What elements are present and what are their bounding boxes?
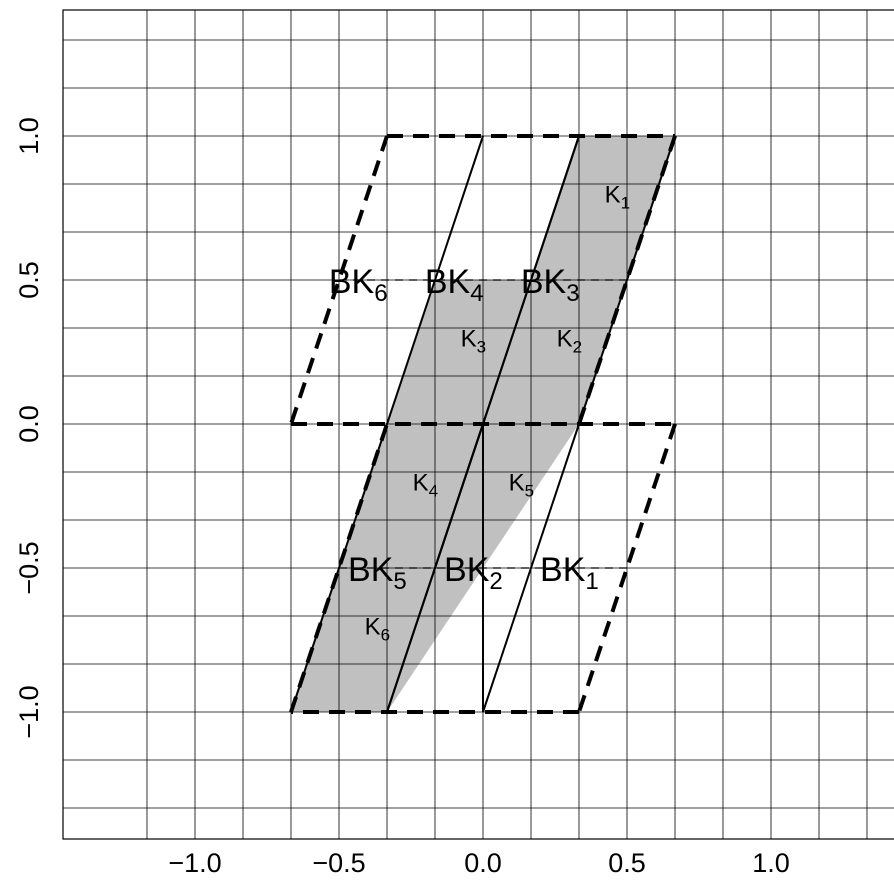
y-tick-label: 1.0 <box>14 117 44 155</box>
solid-line-9 <box>434 423 484 569</box>
x-axis: −1.0 −0.5 0.0 0.5 1.0 <box>168 848 789 878</box>
region-label-bk1: BK1 <box>540 551 599 595</box>
x-tick-label: −0.5 <box>312 848 365 878</box>
region-label-k4: K4 <box>413 470 438 501</box>
region-label-k6: K6 <box>365 614 390 645</box>
region-label-bk3: BK3 <box>521 263 580 307</box>
x-tick-label: 1.0 <box>752 848 790 878</box>
region-label-bk6: BK6 <box>329 263 388 307</box>
y-tick-label: 0.5 <box>14 261 44 299</box>
region-label-k1: K1 <box>605 182 630 213</box>
x-tick-label: 0.5 <box>608 848 646 878</box>
region-label-bk2: BK2 <box>444 551 503 595</box>
y-tick-label: 0.0 <box>14 405 44 443</box>
dashed-boundaries <box>289 134 677 714</box>
region-label-k2: K2 <box>557 326 582 357</box>
x-tick-label: 0.0 <box>464 848 502 878</box>
solid-line-4 <box>386 135 484 425</box>
region-label-bk4: BK4 <box>425 263 484 307</box>
y-tick-label: −1.0 <box>14 685 44 738</box>
region-label-k5: K5 <box>509 470 534 501</box>
y-tick-label: −0.5 <box>14 541 44 594</box>
solid-line-3 <box>482 423 580 713</box>
x-tick-label: −1.0 <box>168 848 221 878</box>
y-axis: −1.0 −0.5 0.0 0.5 1.0 <box>14 117 44 738</box>
plot-frame <box>62 9 894 840</box>
region-label-k3: K3 <box>461 326 486 357</box>
region-label-bk5: BK5 <box>348 551 407 595</box>
solid-line-8 <box>482 135 580 425</box>
region-labels: K1 K2 K3 K4 K5 K6 BK6 BK4 BK3 BK5 BK2 BK1 <box>329 182 630 645</box>
